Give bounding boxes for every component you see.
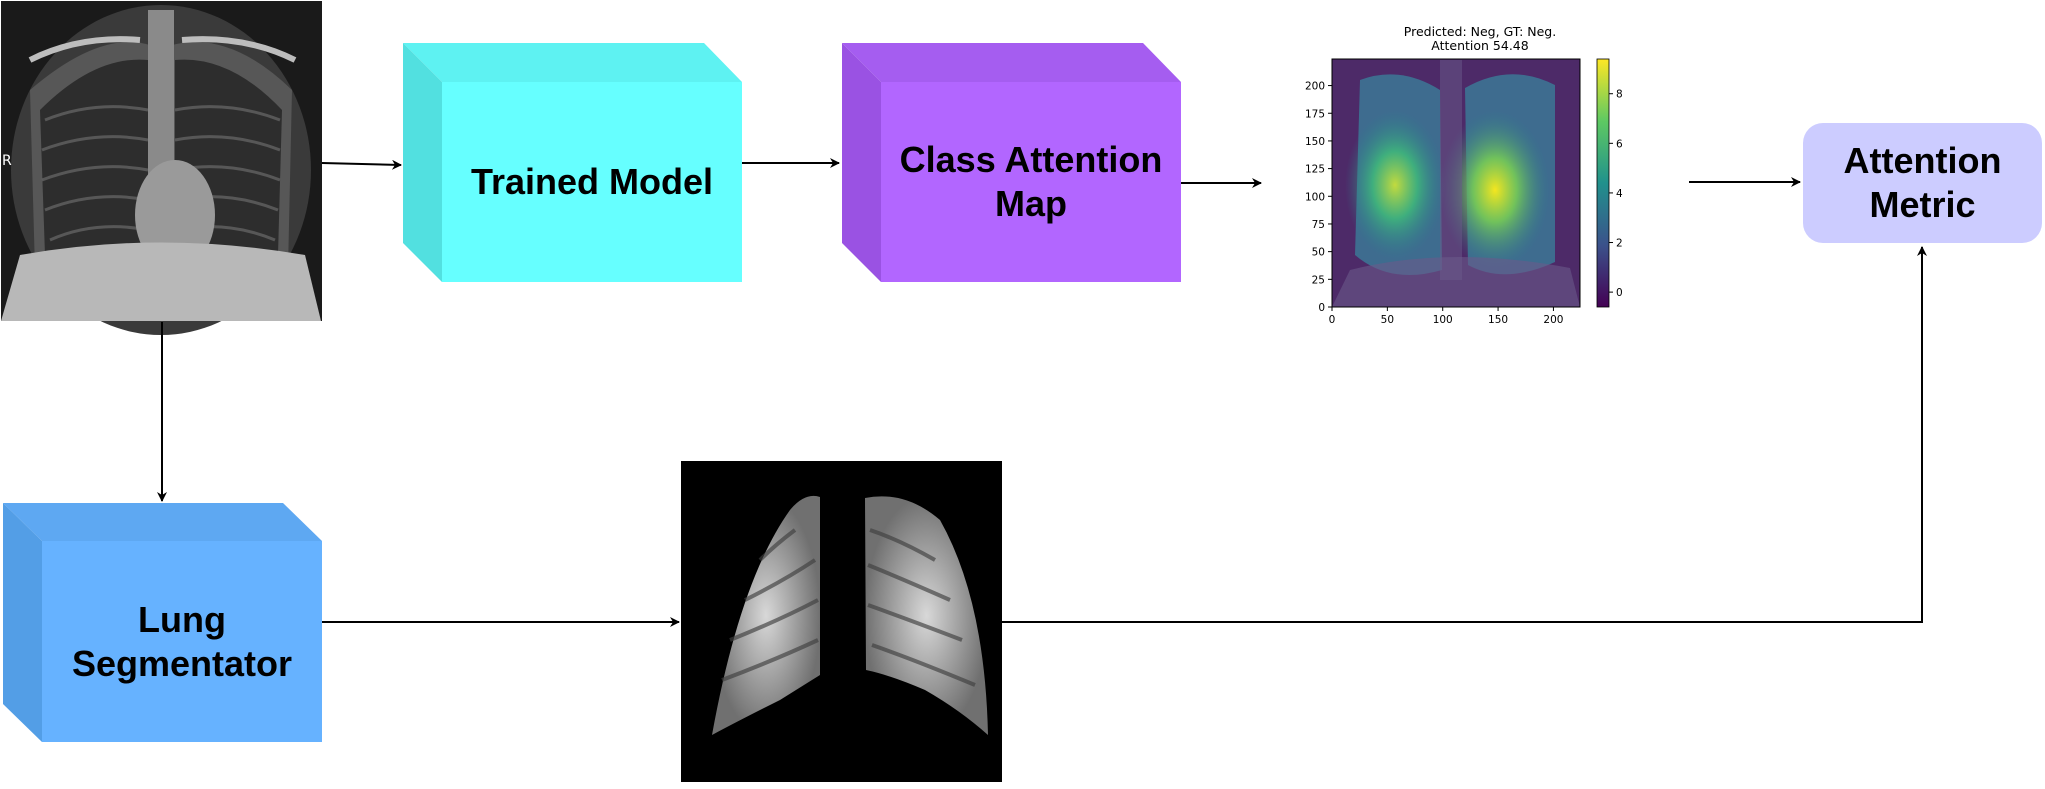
x-tick-label: 100: [1433, 314, 1453, 326]
trained-model-label: Trained Model: [470, 161, 714, 202]
y-tick-label: 25: [1312, 274, 1325, 286]
attention-metric-label: Attention Metric: [1843, 140, 2002, 225]
y-tick-label: 125: [1305, 164, 1325, 176]
heatmap-title: Predicted: Neg, GT: Neg. Attention 54.48: [1403, 24, 1557, 53]
lung-segmentator-box: [3, 503, 322, 742]
y-tick-label: 150: [1305, 136, 1325, 148]
class-attention-map-label: Class Attention Map: [899, 139, 1163, 224]
heatmap-x-axis: 0 50 100 150 200: [1329, 307, 1563, 326]
chest-xray-image: R: [1, 1, 322, 335]
y-tick-label: 100: [1305, 191, 1325, 203]
colorbar-tick-label: 4: [1616, 188, 1623, 200]
y-tick-label: 50: [1312, 247, 1325, 259]
y-tick-label: 0: [1318, 302, 1325, 314]
attention-heatmap: [1331, 58, 1581, 308]
heatmap-y-axis: 0 25 50 75 100 125 150 175 200: [1305, 81, 1332, 314]
arrow-xray-to-model: [321, 159, 402, 170]
heatmap-colorbar: [1596, 58, 1610, 308]
arrow-lungs-to-metric: [1002, 246, 1927, 623]
colorbar-tick-label: 8: [1616, 89, 1623, 101]
colorbar-tick-label: 2: [1616, 238, 1623, 250]
segmented-lungs-image: [681, 461, 1002, 782]
y-tick-label: 75: [1312, 219, 1325, 231]
x-tick-label: 200: [1543, 314, 1563, 326]
trained-model-box: [403, 43, 742, 282]
class-attention-map-box: [842, 43, 1181, 282]
lung-segmentator-label: Lung Segmentator: [71, 598, 293, 684]
colorbar-tick-label: 0: [1616, 287, 1623, 299]
attention-metric-box: [1803, 123, 2042, 243]
y-tick-label: 200: [1305, 81, 1325, 93]
x-tick-label: 50: [1381, 314, 1394, 326]
y-tick-label: 175: [1305, 108, 1325, 120]
xray-side-marker: R: [2, 153, 12, 169]
colorbar-tick-label: 6: [1616, 138, 1623, 150]
colorbar-axis: 0 2 4 6 8: [1609, 89, 1623, 299]
x-tick-label: 0: [1329, 314, 1336, 326]
x-tick-label: 150: [1488, 314, 1508, 326]
